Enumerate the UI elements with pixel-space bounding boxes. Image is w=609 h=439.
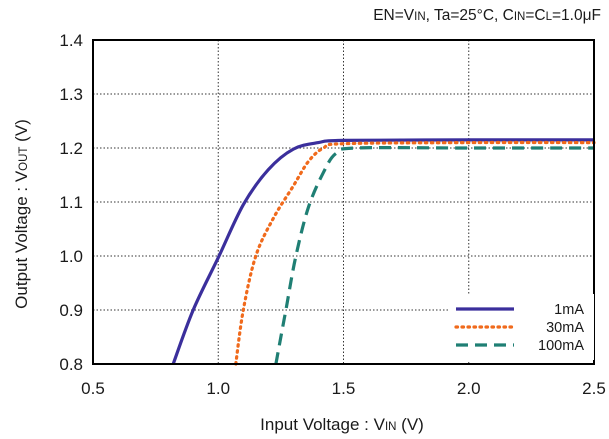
y-axis-title-unit: (V) — [12, 119, 31, 146]
x-tick-label: 1.5 — [332, 379, 356, 398]
y-axis-title: Output Voltage : VOUT (V) — [12, 119, 31, 309]
test-conditions: EN=VIN, Ta=25°C, CIN=CL=1.0μF — [373, 7, 601, 24]
y-tick-labels: 0.8 0.9 1.0 1.1 1.2 1.3 1.4 — [59, 31, 83, 374]
y-axis-title-main: Output Voltage : V — [12, 170, 31, 309]
plot-frame — [92, 39, 595, 365]
x-tick-label: 0.5 — [81, 379, 105, 398]
cond-part-3: =C — [525, 7, 545, 24]
x-axis-title: Input Voltage : VIN (V) — [260, 415, 424, 434]
x-tick-label: 2.5 — [582, 379, 606, 398]
series-line-30mA — [234, 140, 596, 366]
y-tick-label: 0.9 — [59, 301, 83, 320]
cond-sub-1: IN — [414, 11, 426, 23]
x-tick-label: 2.0 — [457, 379, 481, 398]
cond-part-4: =1.0μF — [552, 7, 601, 24]
y-axis-title-sub: OUT — [18, 147, 30, 171]
legend-label-1mA: 1mA — [554, 302, 584, 318]
x-axis-title-unit: (V) — [396, 415, 423, 434]
legend-label-30mA: 30mA — [546, 320, 584, 336]
y-tick-label: 1.2 — [59, 139, 83, 158]
legend-label-100mA: 100mA — [538, 338, 584, 354]
cond-part-2: , Ta=25°C, C — [426, 7, 514, 24]
series-layer — [171, 138, 596, 366]
y-tick-label: 1.0 — [59, 247, 83, 266]
y-tick-label: 1.4 — [59, 31, 83, 50]
y-tick-label: 1.1 — [59, 193, 83, 212]
x-axis-title-main: Input Voltage : V — [260, 415, 385, 434]
cond-sub-2: IN — [514, 11, 526, 23]
x-tick-label: 1.0 — [206, 379, 230, 398]
cond-sub-3: L — [546, 11, 553, 23]
y-tick-label: 1.3 — [59, 85, 83, 104]
legend-background — [448, 294, 594, 360]
cond-part-1: EN=V — [373, 7, 415, 24]
series-line-100mA — [274, 146, 594, 365]
x-tick-labels: 0.5 1.0 1.5 2.0 2.5 — [81, 379, 606, 398]
x-axis-title-sub: IN — [385, 421, 397, 433]
y-tick-label: 0.8 — [59, 355, 83, 374]
series-line-1mA — [171, 138, 595, 365]
legend: 1mA 30mA 100mA — [448, 294, 594, 360]
